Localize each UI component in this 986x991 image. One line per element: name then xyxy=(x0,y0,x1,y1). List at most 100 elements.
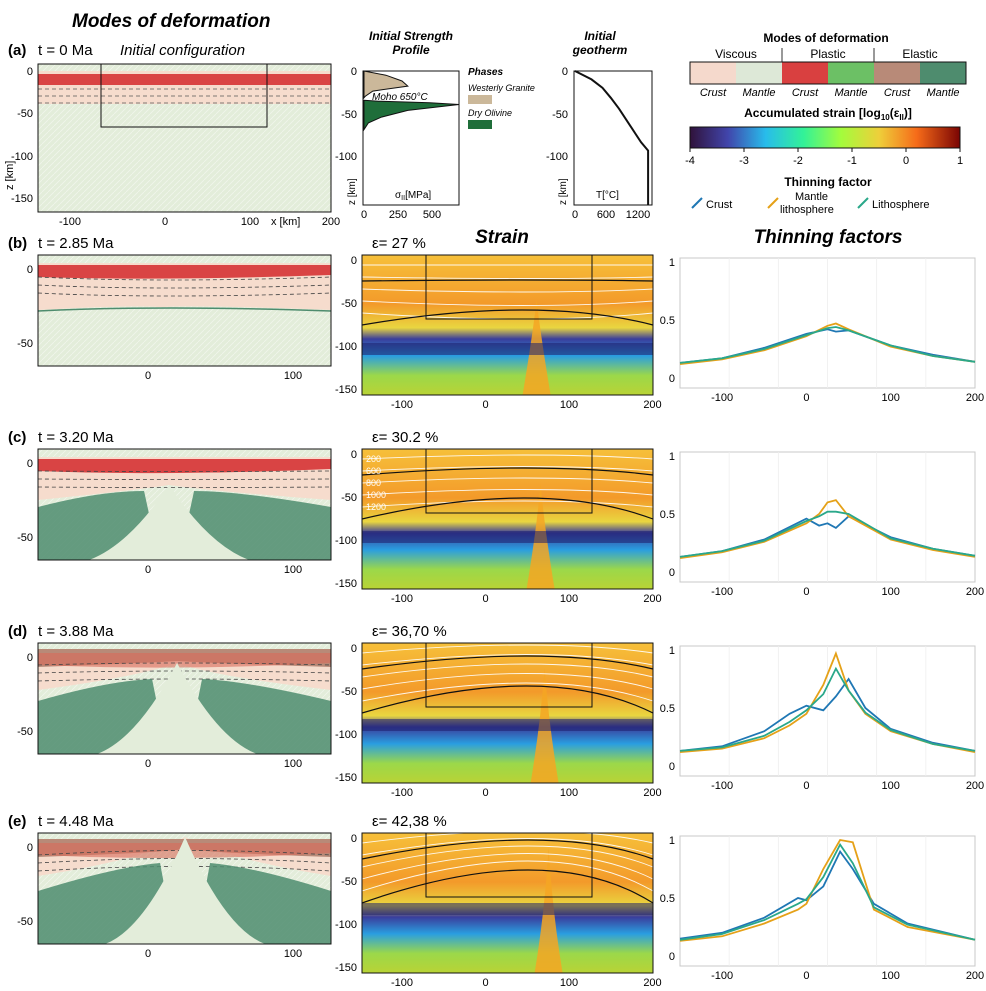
deform-ytick: 0 xyxy=(27,652,33,664)
phase-label: Westerly Granite xyxy=(468,83,535,93)
row-3: (d) t = 3.88 Ma ε= 36,70 %0-500 1000-50-100… xyxy=(8,623,984,799)
geotherm-ytick: -50 xyxy=(552,109,568,121)
geotherm-panel: T[°C] z [km] 0 -50 -100 0 600 1200 xyxy=(546,66,653,221)
deform-xtick: 0 xyxy=(145,564,151,576)
deform-ytick: 0 xyxy=(27,842,33,854)
legend-crust-line xyxy=(691,197,703,209)
strength-title-1: Initial Strength xyxy=(369,29,453,43)
thin-xtick: 200 xyxy=(966,780,984,792)
mode-swatch xyxy=(874,62,920,84)
colorbar-tick: -2 xyxy=(793,155,803,167)
modes-legend: Modes of deformation Viscous Plastic Ela… xyxy=(685,31,967,216)
swatch-label: Crust xyxy=(792,87,819,99)
strain-colorbar xyxy=(689,126,961,149)
strain-title: Strain xyxy=(475,227,529,248)
thin-ytick: 1 xyxy=(669,451,675,463)
crust-line xyxy=(679,677,976,752)
panel-a-ylabel: z [km] xyxy=(4,161,16,190)
lith-line xyxy=(679,666,976,752)
olivine-area xyxy=(363,99,460,132)
deform-ytick: -50 xyxy=(17,338,33,350)
isotherm-label: 1000 xyxy=(366,490,386,500)
strain-xtick: 0 xyxy=(482,399,488,411)
geotherm-title-1: Initial xyxy=(584,29,616,43)
thin-xtick: 100 xyxy=(882,970,900,982)
strain-ytick: -100 xyxy=(335,341,357,353)
colorbar-tick: -4 xyxy=(685,155,695,167)
deform-xtick: 100 xyxy=(284,948,302,960)
colorbar-tick: 0 xyxy=(903,155,909,167)
row-strain-value: ε= 42,38 % xyxy=(372,813,447,830)
legend-crust-text: Crust xyxy=(706,199,732,211)
swatch-label: Mantle xyxy=(742,87,775,99)
thin-ytick: 0.5 xyxy=(660,315,675,327)
mantle-line xyxy=(679,499,976,559)
strain-xtick: 0 xyxy=(482,977,488,989)
deform-xtick: 0 xyxy=(145,948,151,960)
thin-xtick: -100 xyxy=(711,970,733,982)
thin-xtick: 0 xyxy=(803,392,809,404)
panel-a-xtick: -100 xyxy=(59,216,81,228)
row-4: (e) t = 4.48 Ma ε= 42,38 %0-500 1000-50-100… xyxy=(8,813,984,989)
row-label: (c) xyxy=(8,429,26,446)
swatch-label: Mantle xyxy=(926,87,959,99)
thin-ytick: 0 xyxy=(669,567,675,579)
lith-line xyxy=(679,326,976,364)
strength-ylabel: z [km] xyxy=(347,178,358,205)
deformation-panel xyxy=(37,254,332,367)
mode-swatch xyxy=(920,62,966,84)
thin-xtick: -100 xyxy=(711,586,733,598)
strength-xtick: 0 xyxy=(361,209,367,221)
strain-ytick: -50 xyxy=(341,492,357,504)
deform-xtick: 0 xyxy=(145,370,151,382)
row-time: t = 2.85 Ma xyxy=(38,235,114,252)
mode-swatch xyxy=(782,62,828,84)
thin-xtick: 0 xyxy=(803,780,809,792)
strain-ytick: 0 xyxy=(351,449,357,461)
thinning-panel xyxy=(679,451,976,583)
swatch-label: Crust xyxy=(700,87,727,99)
legend-lith-text: Lithosphere xyxy=(872,199,930,211)
row-label: (d) xyxy=(8,623,27,640)
strain-xtick: -100 xyxy=(391,593,413,605)
thin-ytick: 0.5 xyxy=(660,509,675,521)
isotherm-label: 800 xyxy=(366,478,381,488)
row-strain-value: ε= 30.2 % xyxy=(372,429,438,446)
panel-a-xtick: 200 xyxy=(322,216,340,228)
deform-ytick: -50 xyxy=(17,532,33,544)
strain-ytick: 0 xyxy=(351,833,357,845)
thin-ytick: 1 xyxy=(669,257,675,269)
deform-ytick: 0 xyxy=(27,458,33,470)
geotherm-xtick: 1200 xyxy=(626,209,650,221)
granite-area xyxy=(363,70,409,100)
geotherm-line xyxy=(574,70,650,205)
panel-a-label: (a) xyxy=(8,42,26,59)
row-1: (b) t = 2.85 Ma ε= 27 %0-500 1000-50-100-15… xyxy=(8,235,984,411)
row-label: (b) xyxy=(8,235,27,252)
colorbar-tick: -3 xyxy=(739,155,749,167)
thin-ytick: 0 xyxy=(669,373,675,385)
geotherm-ytick: -100 xyxy=(546,151,568,163)
geotherm-ytick: 0 xyxy=(562,66,568,78)
strain-xtick: 200 xyxy=(643,593,661,605)
mantle-line xyxy=(679,650,976,753)
strain-ytick: -50 xyxy=(341,298,357,310)
panel-a-xtick: 100 xyxy=(241,216,259,228)
deform-ytick: -50 xyxy=(17,916,33,928)
thin-ytick: 0.5 xyxy=(660,703,675,715)
legend-lith-line xyxy=(857,197,869,209)
panel-a-axes: 0 -50 -100 -150 z [km] -100 0 100 x [km]… xyxy=(4,66,340,228)
strain-xtick: -100 xyxy=(391,787,413,799)
panel-a-ytick: -50 xyxy=(17,108,33,120)
thin-ytick: 1 xyxy=(669,835,675,847)
strain-xtick: -100 xyxy=(391,977,413,989)
strain-panel: 200 600 800 1000 1200 xyxy=(361,448,654,590)
legend-mantle-text-2: lithosphere xyxy=(780,204,834,216)
strain-ytick: -150 xyxy=(335,578,357,590)
geotherm-xtick: 0 xyxy=(572,209,578,221)
thin-xtick: 200 xyxy=(966,970,984,982)
swatch-label: Mantle xyxy=(834,87,867,99)
modes-legend-title: Modes of deformation xyxy=(763,31,888,45)
thin-xtick: -100 xyxy=(711,392,733,404)
